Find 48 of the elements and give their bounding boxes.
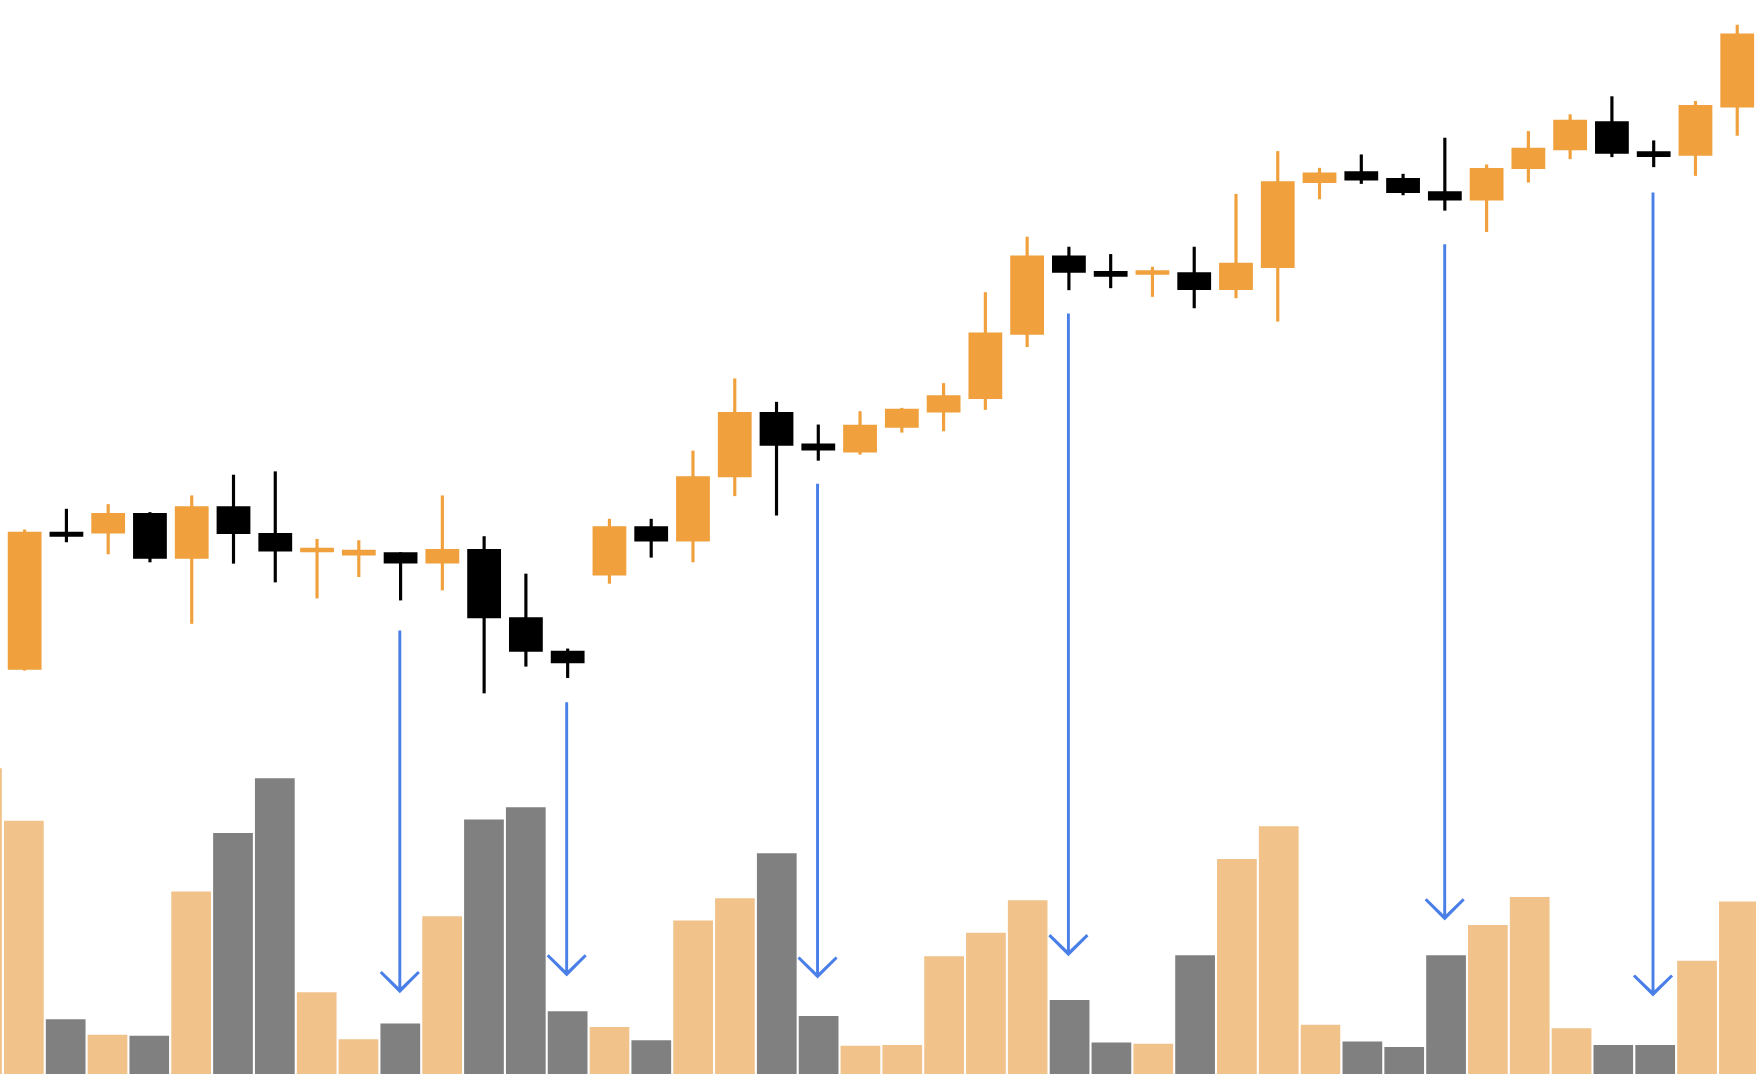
bar xyxy=(1509,896,1550,1074)
bar xyxy=(1677,960,1717,1074)
candlestick xyxy=(49,507,84,543)
bar xyxy=(1551,1028,1592,1074)
bar xyxy=(924,956,964,1074)
bar xyxy=(1593,1044,1634,1074)
bar xyxy=(966,932,1006,1074)
bar xyxy=(1091,1042,1132,1074)
bar xyxy=(1384,1047,1425,1074)
bar xyxy=(1049,999,1090,1074)
candlestick xyxy=(1093,254,1128,290)
bar xyxy=(840,1045,881,1074)
bar xyxy=(673,920,713,1074)
bar xyxy=(87,1034,128,1074)
candlestick xyxy=(425,495,460,591)
bar xyxy=(1258,826,1299,1074)
bar xyxy=(631,1040,672,1074)
bar xyxy=(422,916,463,1074)
bar xyxy=(882,1044,923,1074)
bar xyxy=(1007,900,1048,1074)
candlestick xyxy=(300,537,334,599)
bar xyxy=(254,778,295,1074)
bar xyxy=(1468,925,1508,1074)
bar xyxy=(171,891,212,1074)
candlestick xyxy=(341,540,376,578)
bar xyxy=(1133,1043,1174,1074)
bar xyxy=(589,1026,630,1074)
bar xyxy=(1217,859,1257,1074)
bar xyxy=(1300,1024,1341,1074)
bar xyxy=(296,992,337,1074)
bar xyxy=(715,898,755,1074)
bar xyxy=(380,1023,421,1074)
candlestick xyxy=(1344,154,1379,184)
bar xyxy=(798,1015,839,1074)
bar xyxy=(464,819,504,1074)
bar xyxy=(338,1039,379,1074)
candlestick xyxy=(801,424,836,461)
candlestick xyxy=(1135,266,1170,297)
bar xyxy=(1635,1044,1676,1074)
bar xyxy=(547,1011,588,1074)
bar xyxy=(129,1035,170,1074)
candlestick xyxy=(1636,140,1671,169)
bar xyxy=(1426,955,1466,1074)
bar xyxy=(213,833,253,1074)
bar xyxy=(45,1019,86,1074)
bar xyxy=(1342,1041,1383,1074)
candlestick xyxy=(1427,137,1462,211)
bar xyxy=(1175,955,1215,1074)
